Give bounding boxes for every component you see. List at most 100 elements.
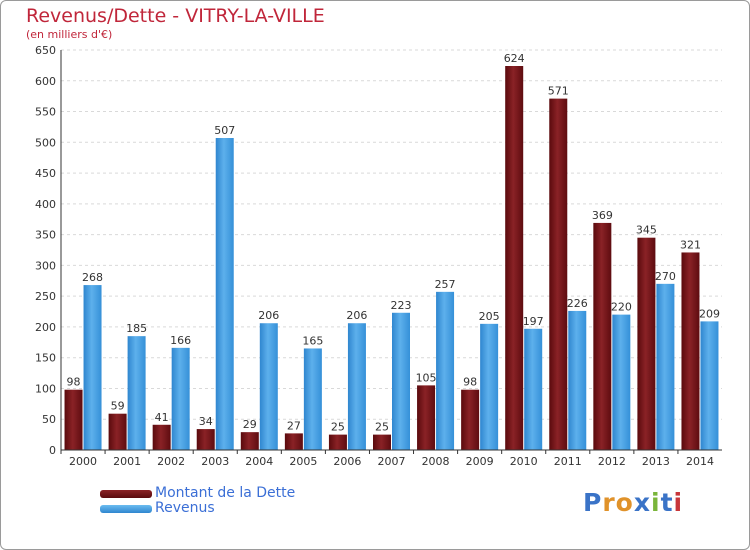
data-label-dette: 624 bbox=[504, 52, 525, 65]
data-label-revenus: 197 bbox=[523, 315, 544, 328]
bar-revenus-2014 bbox=[700, 321, 719, 450]
x-tick-label: 2014 bbox=[686, 455, 714, 468]
bar-revenus-2011 bbox=[568, 310, 587, 450]
proxiti-logo: Proxiti bbox=[583, 488, 683, 517]
y-tick-label: 200 bbox=[35, 321, 56, 334]
data-label-revenus: 166 bbox=[170, 334, 191, 347]
data-label-dette: 345 bbox=[636, 224, 657, 237]
logo-letter: P bbox=[583, 488, 603, 517]
bar-dette-2008 bbox=[417, 385, 436, 450]
data-label-revenus: 220 bbox=[611, 301, 632, 314]
bar-dette-2009 bbox=[461, 389, 480, 450]
x-tick-label: 2003 bbox=[201, 455, 229, 468]
data-label-revenus: 205 bbox=[479, 310, 500, 323]
data-label-revenus: 206 bbox=[346, 309, 367, 322]
y-tick-label: 350 bbox=[35, 229, 56, 242]
data-label-dette: 25 bbox=[331, 421, 345, 434]
data-label-dette: 29 bbox=[243, 418, 257, 431]
bar-dette-2006 bbox=[328, 434, 347, 450]
y-tick-label: 150 bbox=[35, 352, 56, 365]
x-tick-label: 2006 bbox=[333, 455, 361, 468]
x-tick-label: 2011 bbox=[554, 455, 582, 468]
x-tick-label: 2000 bbox=[69, 455, 97, 468]
data-label-dette: 98 bbox=[67, 376, 81, 389]
logo-letter: r bbox=[602, 488, 616, 517]
data-label-dette: 25 bbox=[375, 421, 389, 434]
logo-letter: i bbox=[673, 488, 684, 517]
data-label-revenus: 185 bbox=[126, 322, 147, 335]
logo-letter: i bbox=[651, 488, 661, 517]
x-tick-label: 2007 bbox=[378, 455, 406, 468]
bar-dette-2005 bbox=[284, 433, 303, 450]
bar-dette-2004 bbox=[240, 432, 259, 450]
data-label-dette: 98 bbox=[463, 376, 477, 389]
data-label-dette: 571 bbox=[548, 85, 569, 98]
y-tick-label: 400 bbox=[35, 198, 56, 211]
y-tick-label: 250 bbox=[35, 290, 56, 303]
bar-revenus-2000 bbox=[83, 285, 102, 450]
data-label-revenus: 270 bbox=[655, 270, 676, 283]
y-tick-label: 450 bbox=[35, 167, 56, 180]
bar-revenus-2010 bbox=[524, 328, 543, 450]
x-tick-label: 2012 bbox=[598, 455, 626, 468]
bar-revenus-2013 bbox=[656, 283, 675, 450]
data-label-revenus: 206 bbox=[258, 309, 279, 322]
x-tick-label: 2009 bbox=[466, 455, 494, 468]
data-label-revenus: 165 bbox=[302, 334, 323, 347]
bar-revenus-2005 bbox=[303, 348, 322, 450]
bar-dette-2002 bbox=[152, 424, 171, 450]
data-label-revenus: 209 bbox=[699, 307, 720, 320]
data-label-revenus: 507 bbox=[214, 124, 235, 137]
y-tick-label: 300 bbox=[35, 259, 56, 272]
bar-dette-2007 bbox=[373, 434, 391, 450]
bar-dette-2010 bbox=[505, 66, 524, 450]
data-label-dette: 27 bbox=[287, 419, 301, 432]
y-tick-label: 100 bbox=[35, 382, 56, 395]
y-tick-label: 50 bbox=[42, 413, 56, 426]
legend-label-revenus: Revenus bbox=[155, 500, 215, 516]
x-tick-label: 2002 bbox=[157, 455, 185, 468]
x-tick-label: 2013 bbox=[642, 455, 670, 468]
bar-revenus-2001 bbox=[127, 336, 146, 450]
bar-dette-2012 bbox=[593, 222, 612, 450]
chart-title: Revenus/Dette - VITRY-LA-VILLE bbox=[26, 5, 325, 27]
bar-dette-2001 bbox=[108, 413, 127, 450]
legend-label-dette: Montant de la Dette bbox=[155, 485, 296, 501]
y-tick-label: 650 bbox=[35, 44, 56, 57]
bar-dette-2000 bbox=[64, 389, 83, 450]
data-label-revenus: 223 bbox=[391, 299, 412, 312]
data-label-dette: 369 bbox=[592, 209, 613, 222]
x-tick-label: 2001 bbox=[113, 455, 141, 468]
x-tick-label: 2005 bbox=[289, 455, 317, 468]
bar-revenus-2009 bbox=[480, 323, 499, 450]
chart-unit-label: (en milliers d'€) bbox=[26, 28, 113, 41]
bar-revenus-2008 bbox=[436, 291, 455, 450]
logo-letter: t bbox=[660, 488, 674, 517]
y-tick-label: 500 bbox=[35, 136, 56, 149]
data-label-dette: 105 bbox=[416, 371, 437, 384]
data-label-revenus: 268 bbox=[82, 271, 103, 284]
data-label-revenus: 226 bbox=[567, 297, 588, 310]
logo-letter: o bbox=[615, 488, 634, 517]
bar-dette-2003 bbox=[196, 429, 215, 450]
data-label-dette: 59 bbox=[111, 400, 125, 413]
x-tick-label: 2010 bbox=[510, 455, 538, 468]
bar-revenus-2002 bbox=[171, 347, 190, 450]
bar-revenus-2012 bbox=[612, 314, 631, 450]
y-tick-label: 550 bbox=[35, 106, 56, 119]
data-label-dette: 34 bbox=[199, 415, 213, 428]
legend-swatch-revenus bbox=[100, 505, 152, 513]
legend-swatch-dette bbox=[100, 490, 152, 498]
bar-dette-2013 bbox=[637, 237, 656, 450]
bar-revenus-2007 bbox=[392, 312, 410, 450]
data-label-revenus: 257 bbox=[435, 278, 456, 291]
logo-letter: x bbox=[633, 488, 651, 517]
data-label-dette: 321 bbox=[680, 238, 701, 251]
y-tick-label: 600 bbox=[35, 75, 56, 88]
x-tick-label: 2008 bbox=[422, 455, 450, 468]
data-label-dette: 41 bbox=[155, 411, 169, 424]
bar-dette-2014 bbox=[681, 252, 700, 450]
x-tick-label: 2004 bbox=[245, 455, 273, 468]
